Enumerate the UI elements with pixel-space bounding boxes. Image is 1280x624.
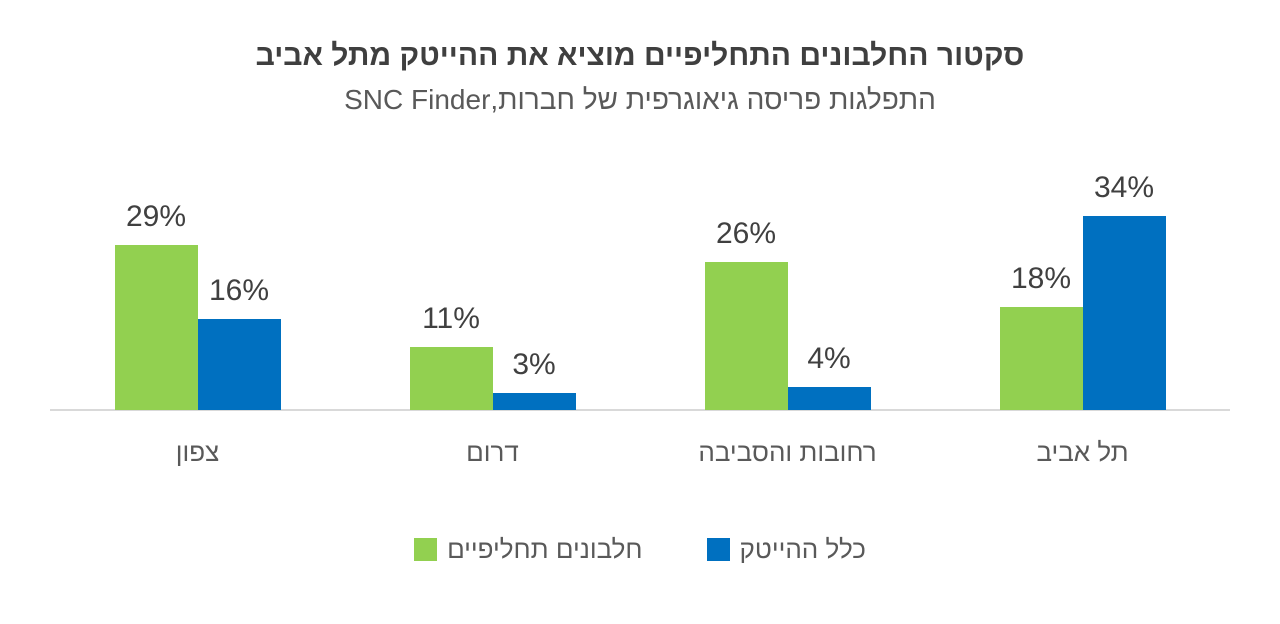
chart-subtitle: התפלגות פריסה גיאוגרפית של חברות,SNC Fin… <box>344 84 936 115</box>
bar-value-label: 34% <box>1093 171 1155 204</box>
category-label-1: דרום <box>466 437 519 467</box>
bar-series-0-cat-0 <box>114 245 198 410</box>
bar-series-1-cat-3 <box>1082 216 1166 410</box>
legend-item-1: כלל ההייטק <box>706 534 866 565</box>
legend-item-0: חלבונים תחליפיים <box>414 534 643 565</box>
bar-series-1-cat-1 <box>492 393 576 410</box>
bar-value-label: 16% <box>208 274 270 307</box>
legend-swatch-icon <box>706 538 730 561</box>
category-label-2: רחובות והסביבה <box>698 437 877 467</box>
bar-value-label: 4% <box>807 342 851 375</box>
bar-series-0-cat-1 <box>409 347 493 410</box>
category-label-3: תל אביב <box>1036 437 1129 467</box>
bar-value-label: 3% <box>512 348 556 381</box>
x-axis-line <box>50 409 1230 411</box>
legend-swatch-icon <box>414 538 438 561</box>
chart-title: סקטור החלבונים התחליפיים מוציא את ההייטק… <box>255 39 1025 72</box>
bar-series-0-cat-3 <box>999 307 1083 410</box>
bar-value-label: 26% <box>715 217 777 250</box>
legend: חלבונים תחליפיים כלל ההייטק <box>0 534 1280 565</box>
bar-series-1-cat-0 <box>197 319 281 410</box>
bar-series-0-cat-2 <box>704 262 788 410</box>
legend-label-0: חלבונים תחליפיים <box>447 534 643 564</box>
bar-series-1-cat-2 <box>787 387 871 410</box>
bar-value-label: 11% <box>422 302 480 335</box>
category-label-0: צפון <box>175 437 220 467</box>
bar-value-label: 18% <box>1010 262 1072 295</box>
legend-label-1: כלל ההייטק <box>739 534 866 564</box>
bar-value-label: 29% <box>125 200 187 233</box>
